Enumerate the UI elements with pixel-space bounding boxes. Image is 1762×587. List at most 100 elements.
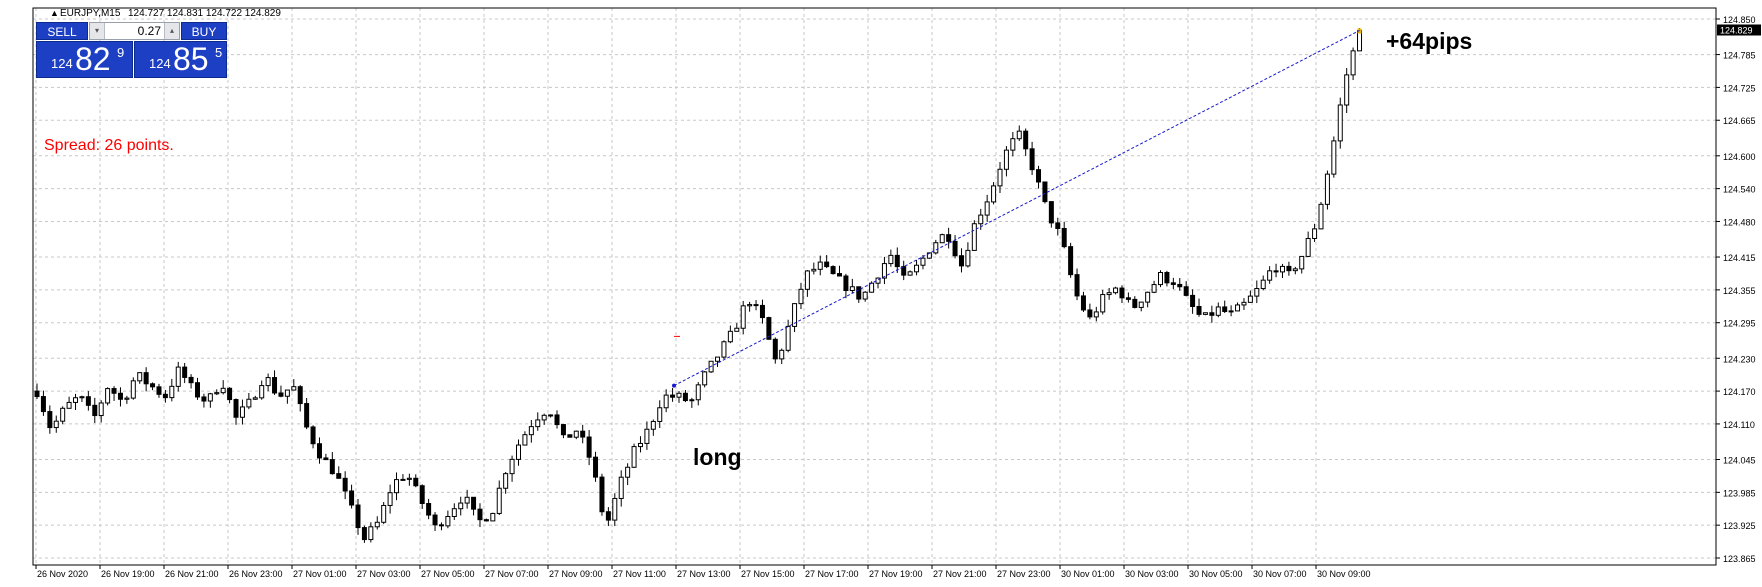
y-tick-label: 123.865 bbox=[1723, 554, 1756, 564]
sell-price-main: 82 bbox=[75, 41, 111, 77]
candle-body bbox=[933, 242, 939, 254]
candle-body bbox=[1202, 312, 1208, 315]
candle-body bbox=[503, 473, 509, 489]
x-tick-label: 26 Nov 21:00 bbox=[165, 569, 219, 579]
candle-body bbox=[939, 234, 945, 244]
current-price-label: 124.829 bbox=[1720, 25, 1753, 35]
candle-body bbox=[246, 398, 252, 408]
candle-body bbox=[156, 386, 162, 395]
candle-body bbox=[586, 436, 592, 458]
candle-body bbox=[522, 434, 528, 446]
x-tick-label: 27 Nov 21:00 bbox=[933, 569, 987, 579]
candle-body bbox=[297, 386, 303, 405]
candle-body bbox=[984, 201, 990, 216]
lot-increase-icon[interactable]: ▴ bbox=[164, 23, 179, 39]
candle-body bbox=[1273, 270, 1279, 273]
candle-body bbox=[1196, 305, 1202, 315]
candle-body bbox=[573, 430, 579, 438]
candle-body bbox=[862, 291, 868, 300]
candle-body bbox=[599, 476, 605, 513]
candle-body bbox=[394, 479, 400, 494]
candle-body bbox=[593, 456, 599, 478]
candle-body bbox=[695, 384, 701, 401]
pips-annotation: +64pips bbox=[1386, 28, 1472, 54]
candle-body bbox=[117, 392, 123, 400]
candle-body bbox=[753, 304, 759, 307]
candle-body bbox=[1036, 169, 1042, 183]
y-tick-label: 123.925 bbox=[1723, 521, 1756, 531]
candle-body bbox=[625, 466, 631, 478]
lot-size-stepper[interactable]: ▾ 0.27 ▴ bbox=[89, 22, 180, 40]
sell-button[interactable]: SELL bbox=[36, 22, 88, 40]
candle-body bbox=[1324, 173, 1330, 205]
candle-body bbox=[1151, 284, 1157, 293]
candle-body bbox=[1267, 270, 1273, 281]
candle-body bbox=[901, 266, 907, 276]
candle-body bbox=[1254, 288, 1260, 297]
trendline[interactable] bbox=[673, 30, 1360, 387]
x-tick-label: 30 Nov 01:00 bbox=[1061, 569, 1115, 579]
candle-body bbox=[413, 477, 419, 487]
candle-body bbox=[759, 304, 765, 319]
candle-body bbox=[869, 282, 875, 293]
candle-body bbox=[342, 477, 348, 492]
candle-body bbox=[124, 397, 130, 400]
candle-body bbox=[426, 503, 432, 516]
candle-body bbox=[239, 406, 245, 418]
candle-body bbox=[907, 271, 913, 276]
sell-price[interactable]: 124 82 9 bbox=[36, 41, 133, 78]
long-annotation: long bbox=[693, 444, 742, 470]
candle-body bbox=[560, 424, 566, 436]
candle-body bbox=[496, 487, 502, 514]
buy-price-prefix: 124 bbox=[149, 56, 171, 71]
candle-body bbox=[715, 356, 721, 362]
candle-body bbox=[130, 380, 136, 399]
candle-body bbox=[406, 477, 412, 480]
candle-body bbox=[1113, 287, 1119, 294]
y-tick-label: 124.665 bbox=[1723, 116, 1756, 126]
candle-body bbox=[291, 386, 297, 391]
buy-button[interactable]: BUY bbox=[181, 22, 227, 40]
candle-body bbox=[355, 504, 361, 529]
candle-body bbox=[349, 490, 355, 506]
candle-body bbox=[516, 444, 521, 460]
candle-body bbox=[471, 496, 477, 510]
candle-body bbox=[220, 387, 226, 394]
y-tick-label: 124.600 bbox=[1723, 152, 1756, 162]
candle-body bbox=[182, 366, 188, 378]
candle-body bbox=[605, 511, 611, 521]
candle-body bbox=[310, 426, 316, 445]
buy-price-main: 85 bbox=[173, 41, 209, 77]
candle-body bbox=[837, 273, 842, 277]
x-tick-label: 26 Nov 19:00 bbox=[101, 569, 155, 579]
y-tick-label: 124.110 bbox=[1723, 420, 1755, 430]
lot-decrease-icon[interactable]: ▾ bbox=[90, 23, 105, 39]
candle-body bbox=[201, 396, 207, 402]
candle-body bbox=[1100, 294, 1106, 313]
x-tick-label: 30 Nov 03:00 bbox=[1125, 569, 1179, 579]
lot-size-value[interactable]: 0.27 bbox=[137, 24, 161, 38]
candle-body bbox=[1350, 50, 1356, 76]
candle-body bbox=[637, 442, 643, 448]
candle-body bbox=[336, 473, 342, 479]
candle-body bbox=[483, 519, 489, 522]
candle-body bbox=[368, 526, 374, 541]
candle-body bbox=[175, 366, 181, 387]
sell-price-fraction: 9 bbox=[117, 45, 125, 60]
candle-body bbox=[1010, 138, 1016, 151]
buy-price[interactable]: 124 85 5 bbox=[134, 41, 227, 78]
x-tick-label: 26 Nov 23:00 bbox=[229, 569, 283, 579]
x-tick-label: 27 Nov 01:00 bbox=[293, 569, 347, 579]
candle-body bbox=[978, 214, 984, 225]
candle-body bbox=[464, 496, 470, 504]
x-tick-label: 27 Nov 15:00 bbox=[741, 569, 795, 579]
candle-body bbox=[47, 411, 53, 429]
candle-body bbox=[361, 527, 367, 541]
header-symbol: EURJPY,M15 bbox=[60, 8, 121, 19]
candle-body bbox=[650, 420, 656, 430]
x-tick-label: 30 Nov 05:00 bbox=[1189, 569, 1243, 579]
candle-body bbox=[958, 255, 964, 267]
candle-body bbox=[1016, 130, 1022, 140]
